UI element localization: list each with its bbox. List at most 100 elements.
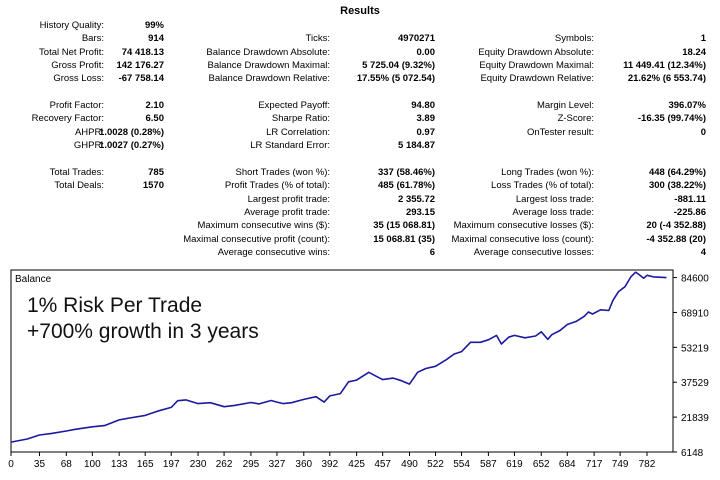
x-tick-label: 197 (163, 459, 180, 470)
stat-value: 396.07% (668, 100, 706, 112)
y-tick-label: 37529 (681, 378, 709, 389)
stat-value: 21.62% (6 553.74) (627, 73, 706, 85)
stat-label: Equity Drawdown Absolute: (478, 46, 594, 58)
stat-value: 2.10 (145, 100, 165, 112)
stat-value: 94.80 (411, 100, 435, 112)
stat-label: Short Trades (won %): (235, 166, 330, 178)
x-tick-label: 652 (533, 459, 550, 470)
x-tick-label: 457 (374, 459, 391, 470)
stat-value: -225.86 (673, 206, 706, 218)
stat-label: Bars: (81, 33, 104, 45)
x-tick-label: 782 (639, 459, 656, 470)
x-tick-label: 68 (61, 459, 73, 470)
stat-label: Maximal consecutive loss (count): (451, 233, 594, 245)
stat-label: Symbols: (554, 33, 594, 45)
stat-value: 3.89 (416, 113, 436, 125)
stat-label: Profit Factor: (49, 100, 104, 112)
balance-chart-svg: Balance 1% Risk Per Trade +700% growth in … (8, 269, 709, 470)
stat-value: -16.35 (99.74%) (637, 113, 706, 125)
plot-frame (10, 269, 674, 453)
stat-label: Recovery Factor: (31, 113, 104, 125)
x-tick-label: 522 (427, 459, 444, 470)
stat-value: 18.24 (682, 46, 706, 58)
stat-value: 785 (148, 166, 164, 178)
stat-value: 20 (-4 352.88) (646, 220, 706, 232)
stat-value: 6.50 (145, 113, 165, 125)
stat-label: Gross Profit: (51, 60, 104, 72)
stat-label: GHPR: (73, 140, 104, 152)
balance-series-line (10, 271, 667, 443)
stat-label: Average consecutive losses: (473, 246, 594, 258)
x-tick-label: 717 (586, 459, 603, 470)
stat-label: Balance Drawdown Maximal: (207, 60, 331, 72)
stat-value: 0 (700, 126, 706, 138)
stat-value: 1570 (142, 180, 164, 192)
stat-value: 5 184.87 (398, 140, 435, 152)
x-tick-label: 165 (137, 459, 154, 470)
annotation: 1% Risk Per Trade (27, 294, 202, 317)
report-title: Results (340, 5, 380, 17)
stat-label: Average loss trade: (512, 206, 594, 218)
x-tick-label: 554 (453, 459, 470, 470)
stat-label: Maximum consecutive losses ($): (453, 220, 594, 232)
stat-label: Balance Drawdown Relative: (208, 73, 330, 85)
stat-value: 74 418.13 (121, 46, 164, 58)
stat-label: Largest profit trade: (247, 193, 330, 205)
balance-chart: Balance 1% Risk Per Trade +700% growth in … (8, 268, 716, 476)
stat-value: 4970271 (398, 33, 435, 45)
stat-value: 11 449.41 (12.34%) (623, 60, 706, 72)
x-tick-label: 587 (480, 459, 497, 470)
stat-label: Total Deals: (54, 180, 104, 192)
stat-label: Margin Level: (536, 100, 594, 112)
stat-label: Sharpe Ratio: (271, 113, 330, 125)
x-tick-label: 327 (269, 459, 286, 470)
stat-label: Long Trades (won %): (501, 166, 594, 178)
x-tick-label: 133 (111, 459, 128, 470)
stat-value: 17.55% (5 072.54) (356, 73, 435, 85)
y-tick-label: 53219 (681, 343, 709, 354)
x-tick-label: 100 (84, 459, 101, 470)
x-tick-label: 360 (295, 459, 312, 470)
y-tick-label: 6148 (681, 448, 704, 459)
stat-value: 5 725.04 (9.32%) (362, 60, 435, 72)
stat-value: 293.15 (405, 206, 435, 218)
x-tick-label: 684 (559, 459, 576, 470)
stat-value: 15 068.81 (35) (373, 233, 435, 245)
stat-value: 914 (148, 33, 164, 45)
stat-label: Balance Drawdown Absolute: (206, 46, 330, 58)
stat-value: 99% (144, 20, 164, 31)
stat-value: 0.97 (416, 126, 436, 138)
stat-value: 4 (700, 246, 706, 258)
stat-value: 337 (58.46%) (377, 166, 435, 178)
stat-value: -4 352.88 (20) (646, 233, 706, 245)
annotation: +700% growth in 3 years (27, 320, 259, 343)
x-tick-label: 619 (506, 459, 523, 470)
stat-value: 142 176.27 (116, 60, 164, 72)
stat-value: 2 355.72 (398, 193, 435, 205)
stat-value: 1 (700, 33, 706, 45)
x-tick-label: 295 (243, 459, 260, 470)
x-tick-label: 490 (401, 459, 418, 470)
stat-label: Largest loss trade: (515, 193, 594, 205)
stat-value: 300 (38.22%) (648, 180, 706, 192)
stat-label: Maximal consecutive profit (count): (183, 233, 330, 245)
stat-label: OnTester result: (526, 126, 594, 138)
stat-value: 1.0027 (0.27%) (99, 140, 164, 152)
stat-label: Expected Payoff: (258, 100, 330, 112)
y-tick-label: 68910 (681, 308, 709, 319)
stat-label: Ticks: (305, 33, 330, 45)
x-tick-label: 0 (8, 459, 14, 470)
stat-value: 485 (61.78%) (377, 180, 435, 192)
stat-value: 35 (15 068.81) (373, 220, 435, 232)
x-tick-label: 230 (190, 459, 207, 470)
stat-value: 0.00 (416, 46, 436, 58)
stat-label: Average profit trade: (244, 206, 330, 218)
chart-title: Balance (15, 274, 52, 285)
stat-value: -67 758.14 (118, 73, 164, 85)
x-tick-label: 749 (612, 459, 629, 470)
x-tick-label: 262 (216, 459, 233, 470)
stat-label: Maximum consecutive wins ($): (197, 220, 330, 232)
stat-label: Total Trades: (49, 166, 104, 178)
stat-label: Equity Drawdown Maximal: (479, 60, 594, 72)
y-tick-label: 84600 (681, 274, 709, 285)
